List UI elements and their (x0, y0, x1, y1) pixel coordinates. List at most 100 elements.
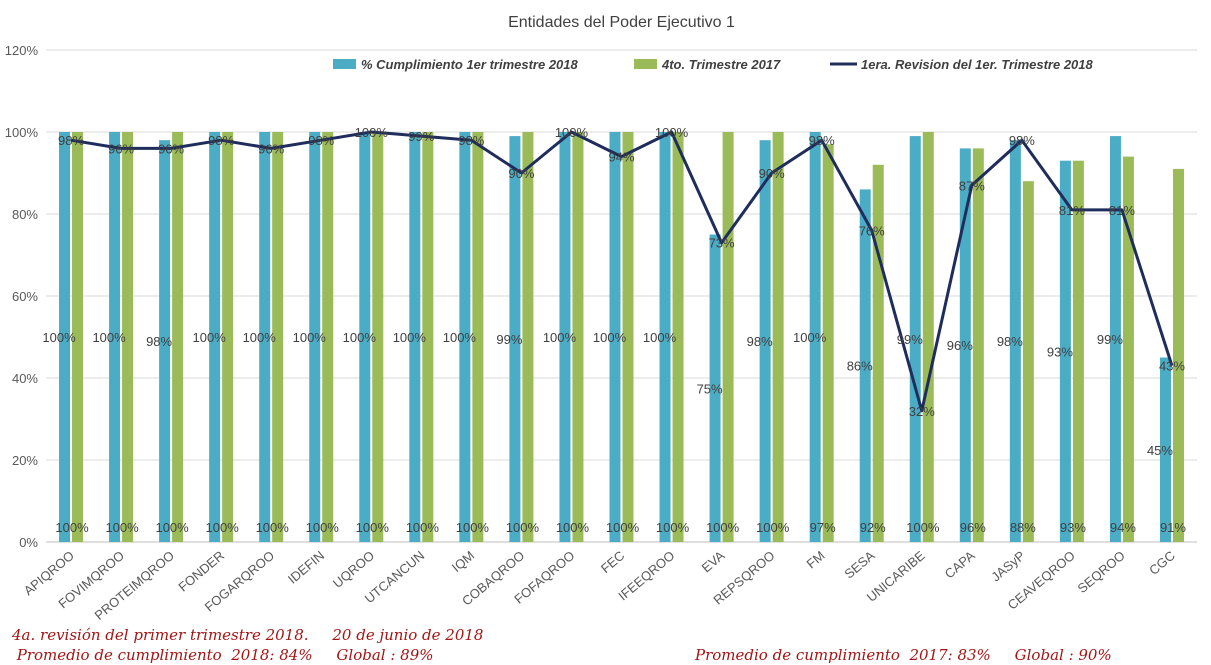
bar-2017-data-label: 100% (456, 520, 490, 535)
bar-2018 (609, 132, 621, 542)
bar-2017 (322, 132, 334, 542)
bar-2018 (709, 234, 721, 542)
bar-2017 (1072, 160, 1084, 542)
bar-2018 (559, 132, 571, 542)
bar-2018-data-label: 100% (793, 330, 827, 345)
bar-2017 (922, 132, 934, 542)
bar-2017 (1122, 156, 1134, 542)
average-2018-note: Promedio de cumplimiento 2018: 84% Globa… (12, 646, 434, 664)
bar-2018-data-label: 86% (847, 359, 873, 374)
bar-2017-data-label: 88% (1010, 520, 1036, 535)
bar-2018 (59, 132, 71, 542)
y-tick-label: 80% (12, 207, 38, 222)
bar-2018-data-label: 100% (193, 330, 227, 345)
bar-2017 (1022, 181, 1034, 542)
line-series-revision (70, 130, 1174, 413)
bar-2018 (659, 132, 671, 542)
bar-2018-data-label: 100% (593, 330, 627, 345)
bar-2017 (822, 144, 834, 543)
bar-2017 (1172, 168, 1184, 542)
bar-2018 (259, 132, 271, 542)
bar-2018 (509, 136, 521, 542)
bar-2018 (409, 132, 421, 542)
bar-2017 (372, 132, 384, 542)
bar-2017 (672, 132, 684, 542)
average-2017-note: Promedio de cumplimiento 2017: 83% Globa… (695, 646, 1112, 664)
bar-2017 (572, 132, 584, 542)
line-data-label: 100% (355, 125, 389, 140)
bar-2017 (972, 148, 984, 542)
line-data-label: 96% (108, 141, 134, 156)
bar-2017 (872, 164, 884, 543)
bar-2018-data-label: 100% (243, 330, 277, 345)
bar-2018 (1059, 160, 1071, 542)
bar-2018-data-label: 45% (1147, 443, 1173, 458)
legend-label: 1era. Revision del 1er. Trimestre 2018 (861, 57, 1094, 72)
y-tick-label: 40% (12, 371, 38, 386)
bar-2018-data-label: 100% (393, 330, 427, 345)
bar-2018 (1009, 140, 1021, 542)
x-tick-label: FEC (598, 548, 628, 576)
review-note: 4a. revisión del primer trimestre 2018. … (12, 626, 484, 644)
line-data-label: 98% (1009, 133, 1035, 148)
line-data-label: 43% (1159, 359, 1185, 374)
x-tick-label: JASyP (988, 548, 1028, 585)
line-data-label: 81% (1109, 203, 1135, 218)
bar-2018 (759, 140, 771, 542)
bar-2018-data-label: 99% (1097, 332, 1123, 347)
chart-title: Entidades del Poder Ejecutivo 1 (508, 14, 735, 31)
bar-2017-data-label: 100% (356, 520, 390, 535)
x-tick-label: SESA (841, 548, 877, 582)
bar-2018-data-label: 93% (1047, 344, 1073, 359)
bar-2018-data-label: 98% (747, 334, 773, 349)
line-data-label: 96% (258, 141, 284, 156)
x-tick-label: IDEFIN (285, 548, 327, 587)
bar-2017 (172, 132, 184, 542)
legend-label: % Cumplimiento 1er trimestre 2018 (361, 57, 579, 72)
line-data-label: 98% (308, 133, 334, 148)
line-data-label: 32% (909, 404, 935, 419)
line-data-label: 98% (208, 133, 234, 148)
bar-2018 (1109, 136, 1121, 542)
bar-2018-data-label: 98% (997, 334, 1023, 349)
bar-2018-data-label: 99% (496, 332, 522, 347)
x-tick-label: SEQROO (1074, 548, 1127, 596)
line-data-label: 100% (655, 125, 689, 140)
bar-2017 (122, 132, 134, 542)
y-tick-label: 60% (12, 289, 38, 304)
x-tick-label: FM (804, 548, 828, 572)
bar-2017 (472, 132, 484, 542)
x-tick-label: IQM (449, 548, 477, 575)
bar-2018 (909, 136, 921, 542)
line-data-label: 96% (158, 141, 184, 156)
line-data-label: 98% (458, 133, 484, 148)
y-tick-label: 120% (5, 43, 39, 58)
bar-2017 (222, 132, 234, 542)
y-tick-label: 0% (19, 535, 38, 550)
bar-2018 (859, 189, 871, 542)
line-data-label: 94% (608, 150, 634, 165)
y-tick-label: 20% (12, 453, 38, 468)
bar-2018 (159, 140, 171, 542)
bar-2017-data-label: 100% (105, 520, 139, 535)
bar-2017-data-label: 96% (960, 520, 986, 535)
bar-2018 (959, 148, 971, 542)
bar-2018-data-label: 100% (42, 330, 76, 345)
x-tick-label: EVA (699, 548, 728, 576)
legend-label: 4to. Trimestre 2017 (661, 57, 781, 72)
bar-2018 (809, 132, 821, 542)
line-data-label: 100% (555, 125, 589, 140)
x-tick-label: CAPA (942, 548, 978, 582)
bar-2017-data-label: 100% (155, 520, 189, 535)
x-tick-label: CGC (1146, 548, 1178, 578)
bar-2018-data-label: 100% (543, 330, 577, 345)
legend-swatch (333, 59, 356, 69)
line-data-label: 73% (709, 236, 735, 251)
bar-2017-data-label: 100% (406, 520, 440, 535)
bar-2017 (72, 132, 84, 542)
line-data-label: 90% (508, 166, 534, 181)
bar-2017-data-label: 100% (256, 520, 290, 535)
bar-2018 (359, 132, 371, 542)
line-data-label: 98% (58, 133, 84, 148)
bar-2018-data-label: 96% (947, 338, 973, 353)
